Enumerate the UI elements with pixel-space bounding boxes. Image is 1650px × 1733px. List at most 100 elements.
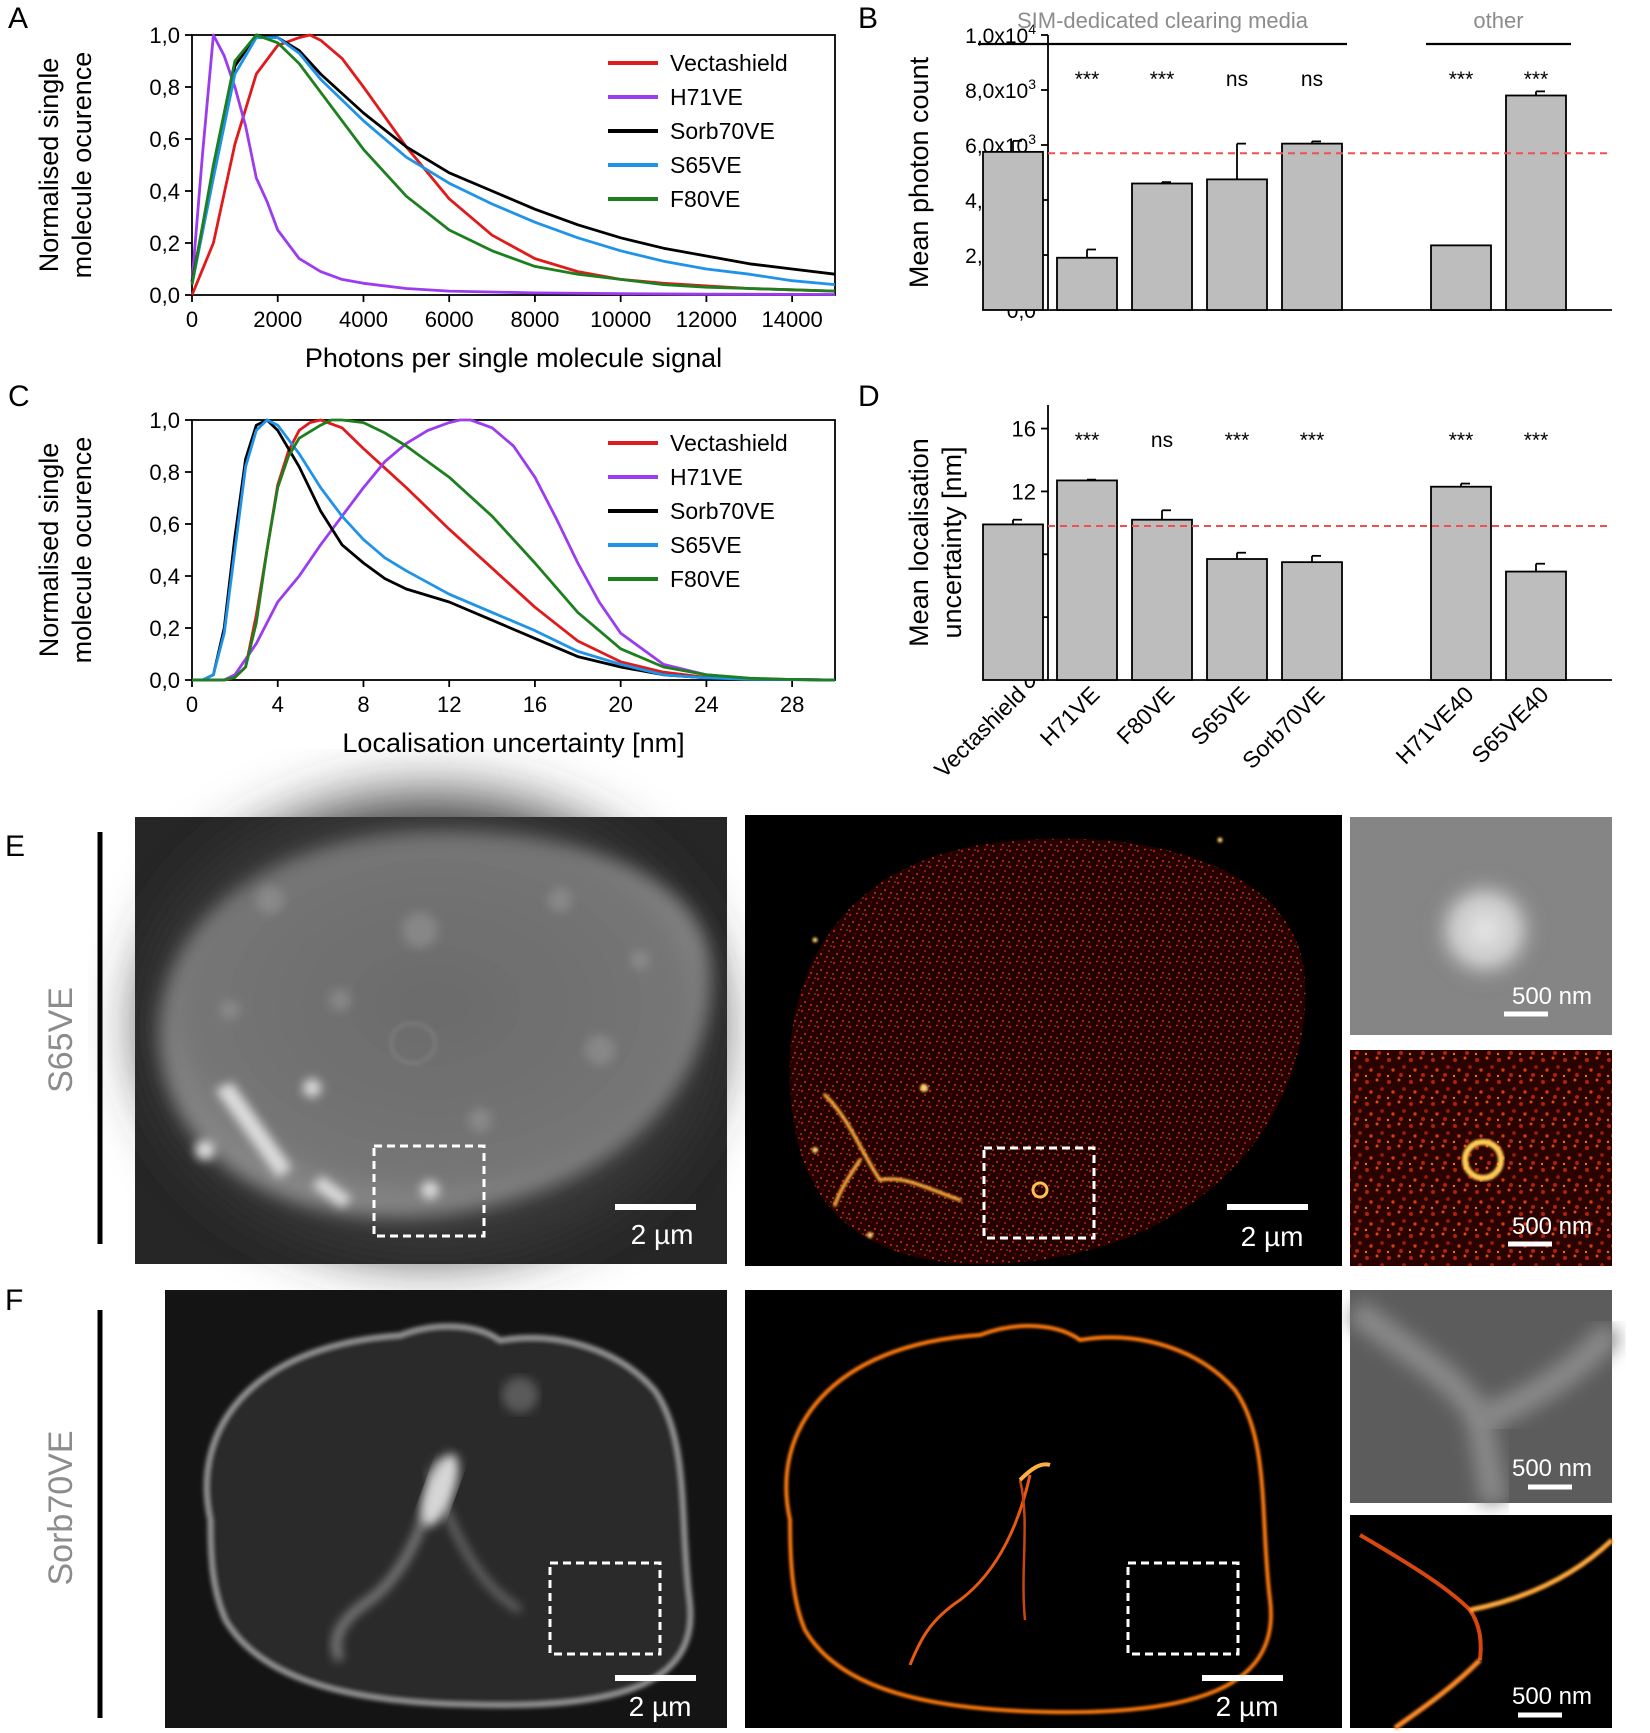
scale-label-localisation-e: 2 µm (1241, 1221, 1304, 1252)
category-label-h71ve40: H71VE40 (1391, 681, 1479, 769)
legend-label-a-sorb70ve: Sorb70VE (670, 118, 775, 144)
y-axis-label-d-0: Mean localisation (904, 438, 934, 647)
legend-label-a-h71ve: H71VE (670, 84, 743, 110)
bar-b-f80ve (1131, 182, 1193, 311)
x-tick-label-c-0: 0 (186, 692, 198, 717)
y-tick-label-a-1: 0,2 (149, 231, 180, 256)
significance-b-h71ve: *** (1075, 68, 1100, 91)
y-axis-label-d-1: uncertainty [nm] (937, 446, 967, 638)
chart-c-localisation-distribution: 0 4 8 12 16 20 24 28 0,0 0,2 0,4 0,6 0,8 1,0 Localisat… (34, 408, 836, 758)
panel-letter-f: F (5, 1284, 23, 1317)
widefield-image-f: 2 µm (165, 1290, 727, 1728)
x-tick-label-c-3: 12 (437, 692, 461, 717)
bar-d-f80ve (1131, 518, 1193, 681)
y-tick-label-b-5: 1,0x104 (965, 21, 1036, 48)
x-tick-label-a-1: 2000 (253, 307, 302, 332)
bar-b-s65ve (1206, 178, 1268, 311)
series-line-c-h71ve (192, 418, 836, 682)
bar-b-vectashield (982, 150, 1044, 311)
x-axis-label-a: Photons per single molecule signal (305, 343, 722, 373)
panel-letter-e: E (5, 830, 25, 863)
series-line-c-sorb70ve (192, 418, 836, 682)
scale-label-widefield-e: 2 µm (631, 1219, 694, 1250)
y-tick-label-c-5: 1,0 (149, 408, 180, 433)
legend-label-a-vectashield: Vectashield (670, 50, 788, 76)
bar-b-sorb70ve (1281, 142, 1343, 311)
legend-label-c-sorb70ve: Sorb70VE (670, 498, 775, 524)
x-axis-label-c: Localisation uncertainty [nm] (342, 728, 684, 758)
legend-label-c-vectashield: Vectashield (670, 430, 788, 456)
y-axis-label-c-1: molecule ocurence (67, 437, 97, 664)
series-line-a-h71ve (190, 33, 836, 296)
series-line-a-f80ve (190, 33, 836, 293)
bar-d-sorb70ve (1281, 561, 1343, 681)
significance-d-s65ve40: *** (1524, 429, 1549, 452)
y-axis-label-a-0: Normalised single (34, 58, 64, 273)
x-tick-label-a-4: 8000 (510, 307, 559, 332)
row-e-label: S65VE (42, 987, 80, 1093)
y-axis-label-c-0: Normalised single (34, 443, 64, 658)
significance-d-h71ve40: *** (1449, 429, 1474, 452)
significance-b-s65ve: ns (1226, 68, 1248, 91)
x-tick-label-c-5: 20 (608, 692, 632, 717)
significance-d-s65ve: *** (1225, 429, 1250, 452)
scale-label-widefield-f: 2 µm (629, 1691, 692, 1722)
significance-d-f80ve: ns (1151, 429, 1173, 452)
x-tick-label-c-1: 4 (272, 692, 284, 717)
y-tick-label-a-2: 0,4 (149, 179, 180, 204)
y-tick-label-a-4: 0,8 (149, 75, 180, 100)
scale-label-zoom-localisation-f: 500 nm (1512, 1683, 1592, 1710)
chart-b-mean-photon-count: 0,02,0x1034,0x1036,0x1038,0x1031,0x104Me… (904, 8, 1612, 323)
significance-b-h71ve40: *** (1449, 68, 1474, 91)
y-tick-label-b-4: 8,0x103 (965, 76, 1036, 103)
y-tick-label-a-0: 0,0 (149, 283, 180, 308)
legend-label-c-f80ve: F80VE (670, 566, 740, 592)
series-line-a-s65ve (190, 36, 836, 286)
group-label-b-0: SIM-dedicated clearing media (1017, 8, 1309, 33)
roi-box-widefield-f (548, 1561, 662, 1656)
category-label-s65ve40: S65VE40 (1466, 681, 1553, 768)
localisation-image-e: 2 µm (745, 815, 1342, 1266)
significance-d-h71ve: *** (1075, 429, 1100, 452)
category-label-h71ve: H71VE (1035, 681, 1105, 751)
y-tick-label-c-2: 0,4 (149, 564, 180, 589)
series-line-c-vectashield (192, 418, 836, 682)
panel-letter-a: A (8, 2, 28, 35)
significance-b-f80ve: *** (1150, 68, 1175, 91)
significance-b-s65ve40: *** (1524, 68, 1549, 91)
legend-label-a-s65ve: S65VE (670, 152, 742, 178)
category-label-s65ve: S65VE (1186, 681, 1255, 750)
legend-label-a-f80ve: F80VE (670, 186, 740, 212)
y-tick-label-c-0: 0,0 (149, 668, 180, 693)
panel-letter-d: D (858, 380, 880, 413)
scale-label-zoom-localisation-e: 500 nm (1512, 1213, 1592, 1240)
series-line-c-s65ve (192, 418, 836, 682)
x-tick-label-c-2: 8 (357, 692, 369, 717)
plot-frame-a (191, 34, 836, 296)
chart-a-photon-distribution: 0 2000 4000 6000 8000 10000 12000 14000 0,0 0,2 0,… (34, 23, 836, 373)
x-tick-label-a-2: 4000 (339, 307, 388, 332)
localisation-image-f: 2 µm (745, 1290, 1342, 1728)
legend-label-c-h71ve: H71VE (670, 464, 743, 490)
y-tick-label-a-5: 1,0 (149, 23, 180, 48)
plot-frame-c (191, 419, 836, 681)
legend-label-c-s65ve: S65VE (670, 532, 742, 558)
panel-letter-c: C (8, 380, 30, 413)
bar-b-h71ve40 (1430, 244, 1492, 311)
x-tick-label-a-0: 0 (186, 307, 198, 332)
x-tick-label-a-3: 6000 (425, 307, 474, 332)
group-label-b-1: other (1473, 8, 1523, 33)
scale-label-zoom-widefield-e: 500 nm (1512, 983, 1592, 1010)
y-tick-label-c-4: 0,8 (149, 460, 180, 485)
scale-label-localisation-f: 2 µm (1216, 1691, 1279, 1722)
bar-d-vectashield (982, 523, 1044, 681)
significance-b-sorb70ve: ns (1301, 68, 1323, 91)
category-label-sorb70ve: Sorb70VE (1237, 681, 1330, 774)
zoom-widefield-f: 500 nm (1347, 1290, 1623, 1506)
widefield-image-e: 2 µm (135, 795, 727, 1264)
x-tick-label-c-4: 16 (523, 692, 547, 717)
x-tick-label-a-5: 10000 (590, 307, 651, 332)
bar-b-h71ve (1056, 256, 1118, 311)
